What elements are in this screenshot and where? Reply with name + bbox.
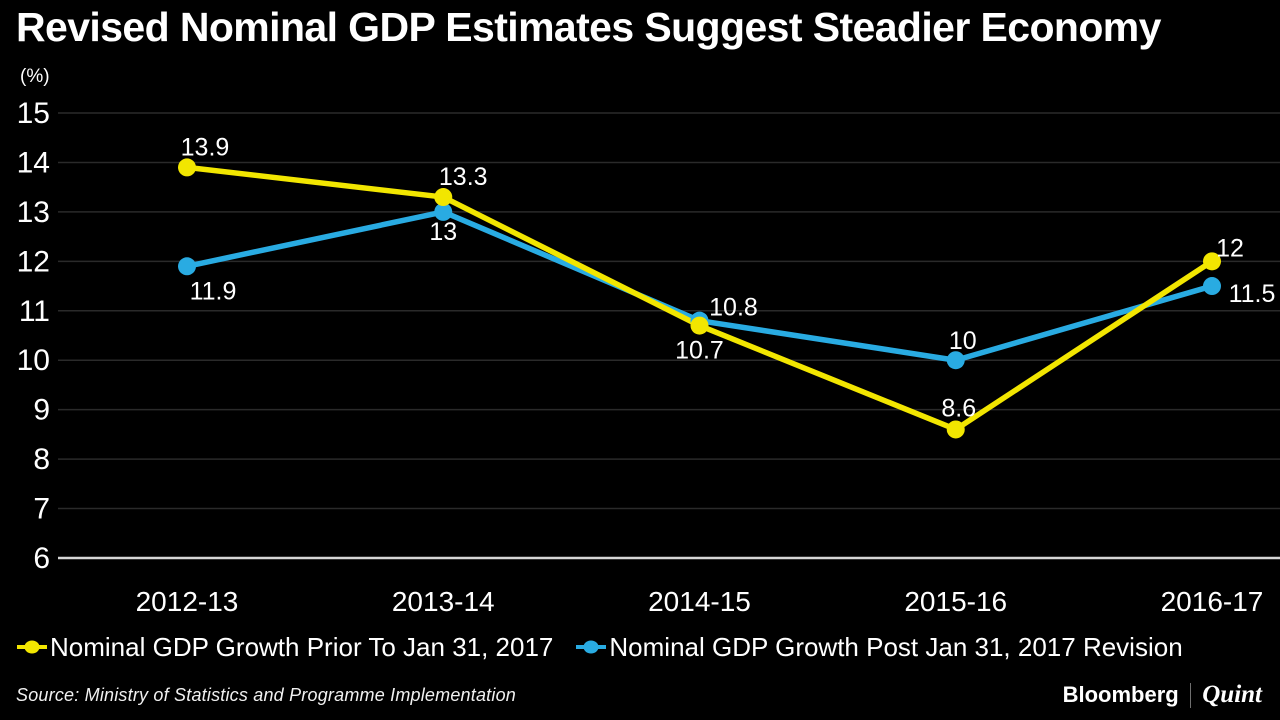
y-tick-label: 6: [33, 542, 50, 575]
x-tick-label: 2014-15: [648, 586, 751, 617]
data-point: [946, 351, 965, 370]
data-point: [178, 158, 196, 177]
legend-marker-yellow-icon: [16, 639, 48, 655]
y-tick-label: 14: [17, 146, 50, 179]
data-label: 11.5: [1229, 280, 1276, 308]
footer: Source: Ministry of Statistics and Progr…: [16, 678, 1262, 712]
data-label: 11.9: [190, 277, 237, 305]
y-tick-label: 10: [17, 344, 50, 377]
series-line: [184, 164, 1215, 433]
x-tick-label: 2012-13: [136, 586, 239, 617]
y-tick-label: 13: [17, 196, 50, 229]
data-label: 13.9: [181, 133, 230, 161]
brand-divider: [1189, 682, 1192, 708]
y-tick-label: 8: [33, 443, 50, 476]
data-point: [1203, 277, 1221, 296]
chart-title: Revised Nominal GDP Estimates Suggest St…: [16, 4, 1161, 50]
bloomberg-wordmark: Bloomberg: [1062, 682, 1179, 707]
data-point: [690, 316, 709, 335]
chart-legend: Nominal GDP Growth Prior To Jan 31, 2017…: [16, 631, 1183, 663]
y-tick-label: 9: [33, 394, 50, 427]
brand-logo: Bloomberg Quint: [1063, 681, 1262, 709]
data-label: 10.8: [709, 294, 758, 322]
source-note: Source: Ministry of Statistics and Progr…: [16, 684, 516, 705]
y-tick-label: 15: [17, 97, 50, 130]
legend-label-prior: Nominal GDP Growth Prior To Jan 31, 2017: [50, 631, 554, 662]
legend-label-post: Nominal GDP Growth Post Jan 31, 2017 Rev…: [609, 631, 1183, 662]
y-tick-label: 11: [19, 295, 50, 328]
x-tick-label: 2015-16: [904, 586, 1007, 617]
legend-item-prior: Nominal GDP Growth Prior To Jan 31, 2017: [16, 632, 553, 663]
data-label: 8.6: [941, 394, 976, 422]
data-point: [434, 202, 453, 221]
legend-item-post: Nominal GDP Growth Post Jan 31, 2017 Rev…: [575, 631, 1183, 663]
quint-wordmark: Quint: [1202, 681, 1262, 708]
y-axis-unit-label: (%): [20, 66, 50, 87]
x-tick-label: 2016-17: [1161, 586, 1264, 617]
data-label: 10.7: [675, 337, 724, 365]
legend-marker-blue-icon: [575, 639, 607, 655]
data-point: [946, 420, 965, 439]
data-label: 13: [429, 218, 457, 246]
data-point: [434, 188, 453, 207]
x-tick-label: 2013-14: [392, 586, 495, 617]
data-point: [178, 257, 196, 276]
data-label: 12: [1216, 234, 1244, 262]
y-tick-label: 12: [17, 245, 50, 278]
data-label: 10: [949, 327, 977, 355]
data-label: 13.3: [439, 163, 488, 191]
y-tick-label: 7: [33, 493, 50, 526]
data-point: [1203, 252, 1221, 271]
